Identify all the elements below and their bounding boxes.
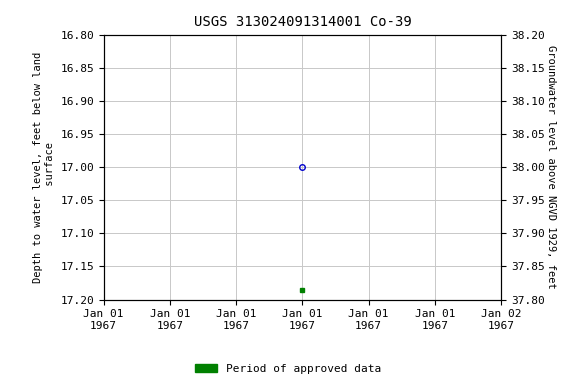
Title: USGS 313024091314001 Co-39: USGS 313024091314001 Co-39	[194, 15, 411, 29]
Legend: Period of approved data: Period of approved data	[191, 359, 385, 379]
Y-axis label: Depth to water level, feet below land
 surface: Depth to water level, feet below land su…	[33, 51, 55, 283]
Y-axis label: Groundwater level above NGVD 1929, feet: Groundwater level above NGVD 1929, feet	[545, 45, 556, 289]
